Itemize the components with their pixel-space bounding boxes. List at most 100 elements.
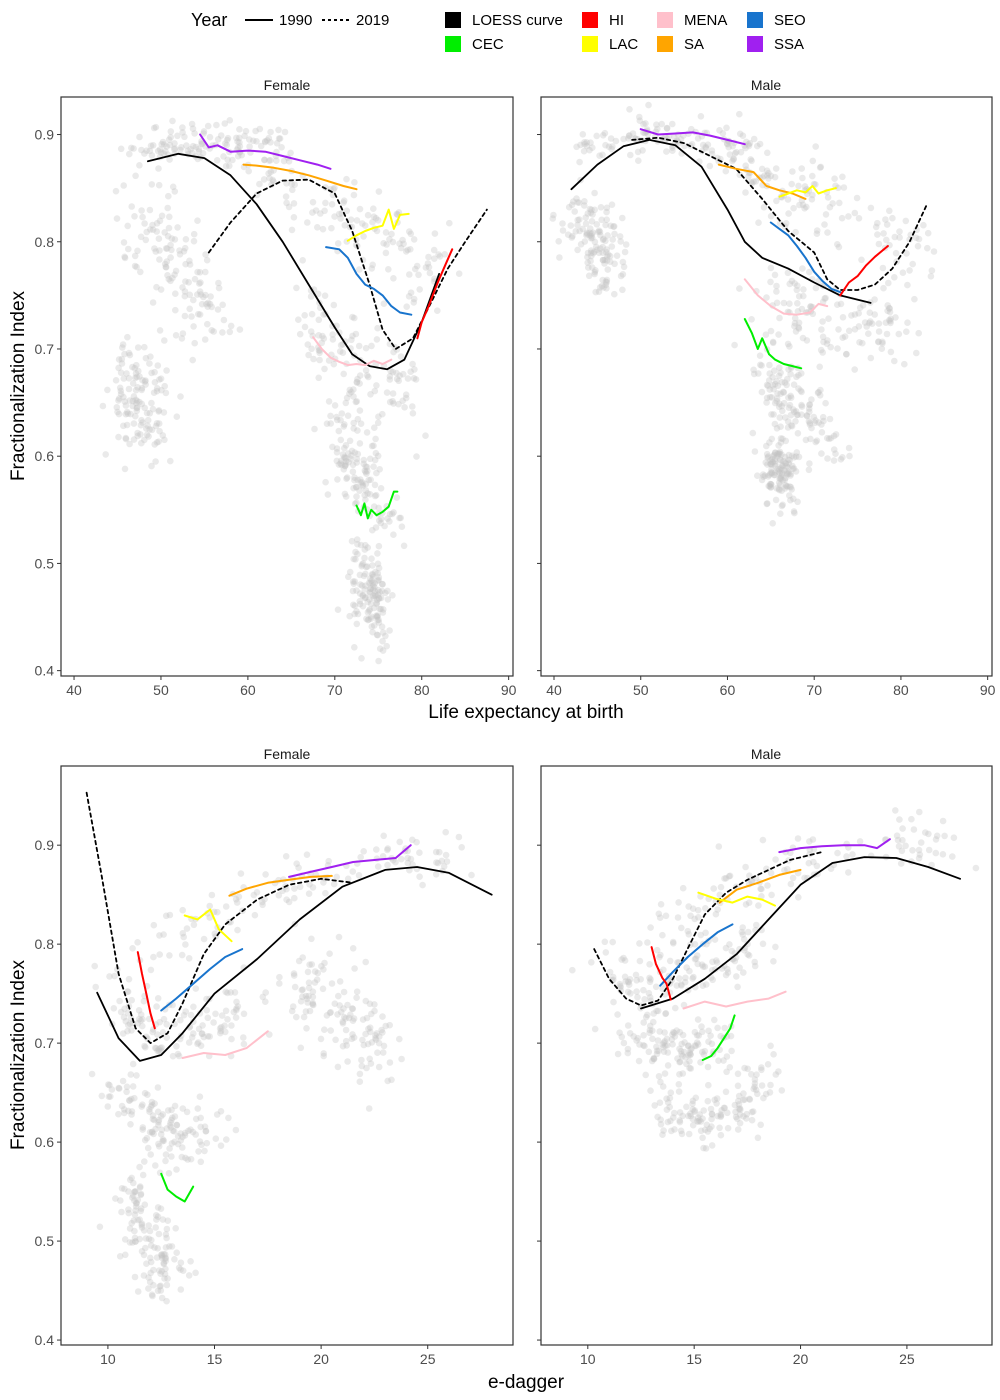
scatter-point [179, 129, 186, 136]
scatter-point [695, 1118, 702, 1125]
scatter-point [191, 130, 198, 137]
scatter-point [880, 284, 887, 292]
scatter-point [330, 880, 338, 888]
scatter-point [156, 1283, 164, 1290]
legend-label-ssa: SSA [774, 36, 804, 53]
scatter-point [112, 1195, 119, 1202]
scatter-point [671, 1126, 678, 1133]
scatter-point [712, 910, 720, 918]
scatter-point [357, 476, 364, 483]
scatter-point [173, 1043, 180, 1050]
scatter-point [915, 846, 923, 854]
scatter-point [182, 1008, 189, 1015]
scatter-point [393, 375, 401, 383]
scatter-point [337, 215, 344, 222]
scatter-point [442, 828, 450, 836]
scatter-point [683, 1060, 690, 1068]
scatter-point [126, 1097, 133, 1104]
scatter-point [155, 1121, 162, 1129]
scatter-point [687, 912, 694, 920]
scatter-point [619, 286, 626, 294]
scatter-point [339, 1020, 347, 1027]
legend-2019-label: 2019 [356, 12, 389, 29]
scatter-point [161, 1275, 168, 1282]
scatter-point [711, 936, 719, 943]
scatter-point [892, 314, 899, 321]
scatter-point [384, 846, 391, 854]
scatter-point [302, 1008, 310, 1015]
scatter-point [374, 591, 382, 598]
scatter-point [377, 519, 385, 527]
scatter-point [889, 214, 896, 222]
scatter-point [603, 204, 611, 212]
scatter-point [336, 978, 344, 985]
scatter-point [792, 328, 800, 335]
scatter-point [188, 313, 195, 320]
scatter-point [646, 974, 653, 982]
scatter-point [367, 579, 374, 587]
scatter-point [356, 440, 364, 447]
scatter-point [744, 951, 751, 958]
scatter-point [357, 541, 365, 549]
scatter-point [780, 399, 788, 407]
scatter-point [346, 437, 354, 445]
scatter-point [335, 427, 343, 435]
scatter-point [404, 246, 412, 254]
scatter-point [776, 448, 784, 456]
scatter-point [161, 229, 168, 236]
scatter-point [785, 366, 792, 373]
scatter-point [875, 338, 882, 345]
scatter-point [366, 1024, 374, 1031]
scatter-point [872, 223, 880, 231]
scatter-point [267, 157, 274, 164]
scatter-point [144, 422, 151, 430]
scatter-point [705, 1027, 712, 1035]
scatter-point [356, 407, 364, 414]
scatter-point [96, 1223, 104, 1231]
scatter-point [299, 986, 307, 993]
scatter-point [577, 141, 584, 149]
scatter-point [773, 425, 781, 432]
scatter-point [783, 463, 791, 470]
scatter-point [219, 329, 226, 336]
scatter-point [736, 1111, 744, 1118]
scatter-point [316, 349, 323, 357]
scatter-point [625, 132, 633, 140]
scatter-point [893, 832, 901, 839]
scatter-point [330, 301, 338, 309]
scatter-point [147, 1103, 155, 1110]
legend-swatch-sa [657, 36, 673, 52]
scatter-point [129, 397, 137, 405]
scatter-point [141, 1136, 149, 1144]
scatter-point [781, 476, 789, 484]
scatter-point [764, 172, 771, 179]
scatter-point [601, 256, 609, 264]
scatter-point [731, 1101, 739, 1109]
scatter-point [763, 167, 771, 174]
scatter-point [657, 1078, 664, 1086]
scatter-point [813, 437, 821, 445]
scatter-point [596, 152, 603, 159]
scatter-point [386, 398, 394, 406]
scatter-point [178, 951, 186, 959]
scatter-point [791, 509, 798, 517]
scatter-point [140, 1251, 148, 1259]
scatter-point [766, 370, 773, 377]
scatter-point [382, 632, 389, 640]
scatter-point [383, 389, 391, 396]
scatter-point [158, 1251, 166, 1258]
scatter-point [619, 258, 627, 266]
scatter-point [406, 271, 413, 278]
scatter-point [373, 599, 381, 607]
scatter-point [791, 314, 799, 322]
scatter-point [393, 210, 401, 218]
scatter-point [891, 357, 898, 365]
scatter-point [761, 472, 769, 480]
scatter-point [162, 1255, 169, 1262]
scatter-point [694, 1114, 702, 1121]
scatter-point [139, 1171, 147, 1179]
scatter-point [590, 249, 597, 257]
scatter-point [125, 1021, 132, 1029]
scatter-point [295, 957, 303, 965]
scatter-point [179, 1105, 187, 1112]
